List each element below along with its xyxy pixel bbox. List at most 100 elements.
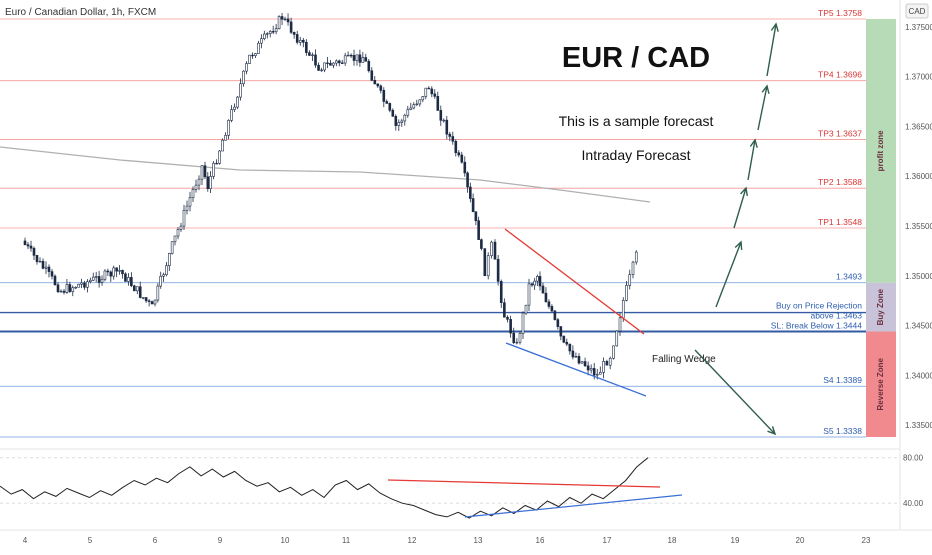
candle-body: [150, 301, 154, 305]
candle-body: [283, 18, 287, 21]
candle-body: [628, 274, 632, 286]
rsi-line: [0, 457, 649, 519]
candle-body: [518, 333, 522, 343]
candle-body: [612, 345, 615, 359]
price-tick-label: 1.34500: [905, 322, 932, 331]
candle-body: [454, 140, 458, 154]
candle-body: [512, 332, 516, 343]
candle-body: [317, 64, 320, 71]
candle-body: [466, 172, 469, 188]
candle-body: [200, 165, 204, 180]
candle-body: [100, 278, 104, 283]
candle-body: [568, 343, 572, 352]
candle-body: [424, 87, 428, 97]
candle-body: [308, 52, 311, 56]
candle-body: [457, 152, 461, 156]
projection-arrowhead: [740, 186, 748, 197]
level-lines: TP5 1.3758 TP4 1.3696 TP3 1.3637 TP2 1.3588…: [0, 8, 866, 438]
candle-body: [332, 62, 335, 66]
candle-body: [138, 286, 142, 298]
candle-body: [127, 277, 130, 282]
candle-body: [227, 120, 230, 136]
candle-body: [53, 275, 57, 286]
candle-body: [544, 292, 548, 303]
candle-body: [397, 122, 401, 126]
candle-body: [621, 300, 625, 319]
candle-body: [65, 284, 69, 293]
price-axis: 1.37500 1.37000 1.36500 1.36000 1.35500 1.350…: [905, 23, 932, 430]
candle-body: [233, 106, 236, 110]
candle-body: [370, 70, 374, 81]
candle-body: [124, 273, 127, 282]
candle-body: [625, 285, 628, 301]
candle-body: [376, 83, 380, 87]
candle-body: [367, 60, 371, 72]
candle-body: [323, 62, 326, 71]
candle-body: [274, 28, 278, 33]
rsi-tick-label: 80.00: [903, 454, 924, 463]
candle-body: [311, 54, 314, 56]
time-axis: 4 5 6 9 10 11 12 13 16 17 18 19 20 23: [23, 536, 871, 545]
candle-body: [47, 266, 51, 272]
candle-body: [251, 54, 254, 57]
price-tick-label: 1.37500: [905, 23, 932, 32]
candle-body: [215, 162, 218, 165]
currency-badge-box: [905, 3, 929, 19]
time-tick-label: 12: [408, 536, 417, 545]
candle-body: [602, 361, 605, 373]
rsi-tick-label: 40.00: [903, 499, 924, 508]
candle-body: [352, 55, 356, 61]
candle-body: [553, 310, 557, 320]
forecast-type: Intraday Forecast: [582, 147, 691, 163]
candle-body: [141, 297, 145, 299]
candle-body: [373, 80, 377, 85]
zone-label: profit zone: [876, 130, 885, 171]
candle-body: [631, 261, 635, 275]
candle-body: [230, 109, 233, 121]
candle-body: [103, 270, 107, 280]
price-tick-label: 1.35000: [905, 272, 932, 281]
rsi-upper-trendline: [387, 479, 661, 488]
candle-body: [346, 54, 350, 57]
candle-body: [41, 260, 45, 269]
candle-body: [248, 54, 251, 64]
candle-body: [305, 41, 308, 53]
candle-body: [80, 282, 83, 285]
candle-body: [427, 87, 431, 90]
candle-body: [337, 60, 341, 64]
projection-arrowhead: [734, 240, 743, 251]
candle-body: [439, 110, 443, 121]
candle-body: [29, 245, 33, 249]
candle-body: [547, 301, 551, 307]
candle-body: [340, 62, 344, 64]
projection-arrow: [715, 241, 742, 308]
candle-body: [165, 265, 168, 276]
wedge-lower-trendline: [505, 342, 647, 397]
candle-body: [506, 316, 509, 320]
candle-body: [170, 241, 174, 254]
candle-body: [605, 361, 609, 366]
projection-arrows: [694, 22, 779, 436]
candle-body: [115, 267, 118, 272]
price-tick-label: 1.34000: [905, 371, 932, 380]
candle-body: [550, 306, 554, 312]
candle-body: [135, 286, 139, 292]
time-tick-label: 17: [603, 536, 612, 545]
level-label: TP4 1.3696: [818, 70, 862, 80]
level-label: TP5 1.3758: [818, 8, 862, 18]
candle-body: [286, 18, 290, 23]
candle-body: [583, 361, 587, 367]
candle-body: [634, 251, 638, 263]
candle-body: [430, 88, 434, 95]
candle-body: [499, 281, 503, 303]
time-tick-label: 13: [474, 536, 483, 545]
price-tick-label: 1.37000: [905, 73, 932, 82]
candle-body: [469, 186, 472, 199]
candle-body: [515, 341, 519, 344]
candle-body: [541, 285, 545, 294]
candle-body: [559, 326, 563, 337]
candle-body: [56, 284, 60, 293]
candle-body: [358, 54, 362, 63]
